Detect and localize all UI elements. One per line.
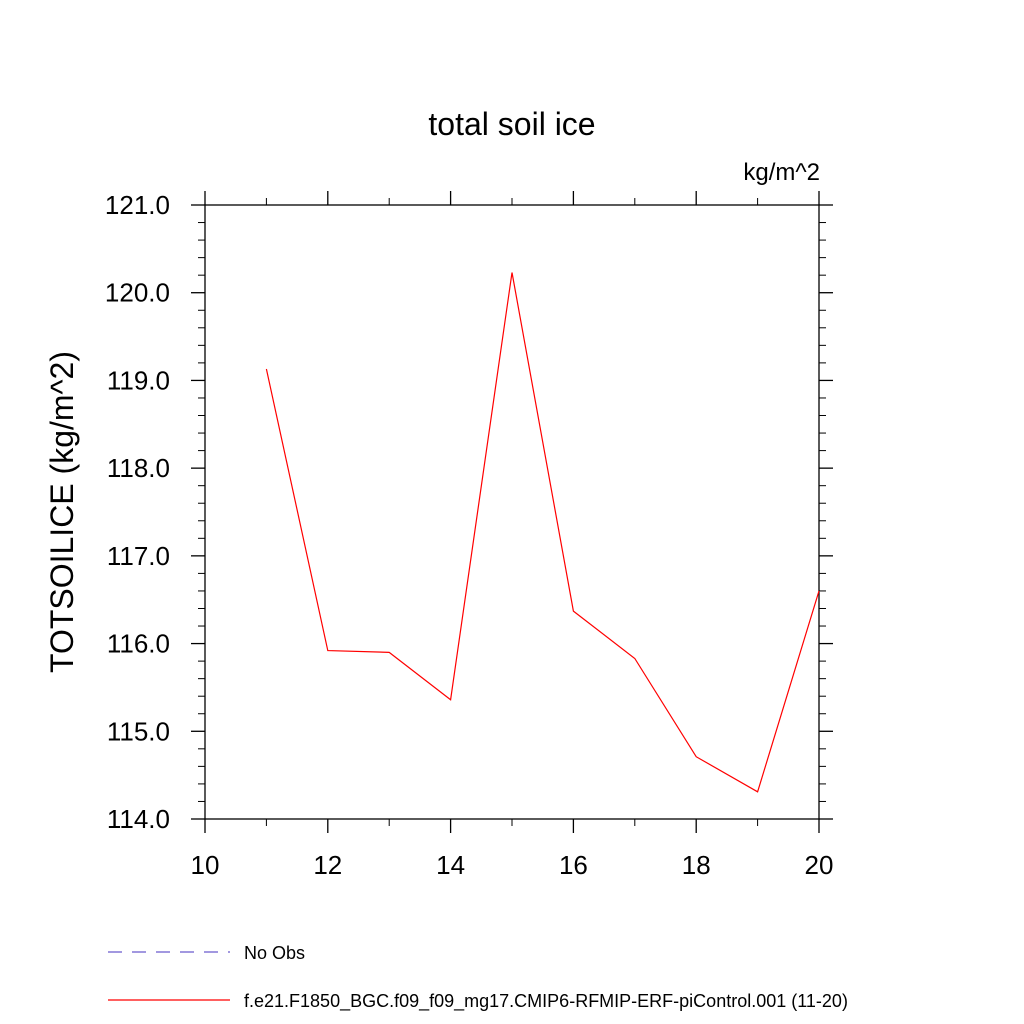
x-tick-label: 14 — [436, 850, 465, 880]
y-tick-label: 121.0 — [105, 190, 170, 220]
y-tick-label: 117.0 — [107, 541, 170, 571]
x-tick-label: 16 — [559, 850, 588, 880]
legend-label: f.e21.F1850_BGC.f09_f09_mg17.CMIP6-RFMIP… — [244, 991, 848, 1012]
x-tick-label: 10 — [191, 850, 220, 880]
axis-ticks: 10 12 14 16 18 20 114.0 115.0 116.0 117.0 118.0 119… — [105, 190, 834, 880]
legend-label: No Obs — [244, 943, 305, 963]
y-tick-label: 119.0 — [107, 365, 170, 395]
y-tick-label: 114.0 — [107, 804, 170, 834]
x-tick-label: 18 — [682, 850, 711, 880]
x-tick-label: 12 — [313, 850, 342, 880]
y-tick-label: 115.0 — [107, 716, 170, 746]
legend: No Obs f.e21.F1850_BGC.f09_f09_mg17.CMIP6… — [108, 943, 848, 1012]
series-line-0 — [265, 272, 820, 793]
units-label: kg/m^2 — [743, 159, 820, 186]
y-tick-label: 118.0 — [107, 453, 170, 483]
chart-title: total soil ice — [428, 106, 595, 142]
series-layer — [265, 272, 820, 793]
x-tick-label: 20 — [805, 850, 834, 880]
y-axis-label: TOTSOILICE (kg/m^2) — [44, 351, 80, 673]
y-tick-label: 116.0 — [107, 629, 170, 659]
y-tick-label: 120.0 — [105, 278, 170, 308]
